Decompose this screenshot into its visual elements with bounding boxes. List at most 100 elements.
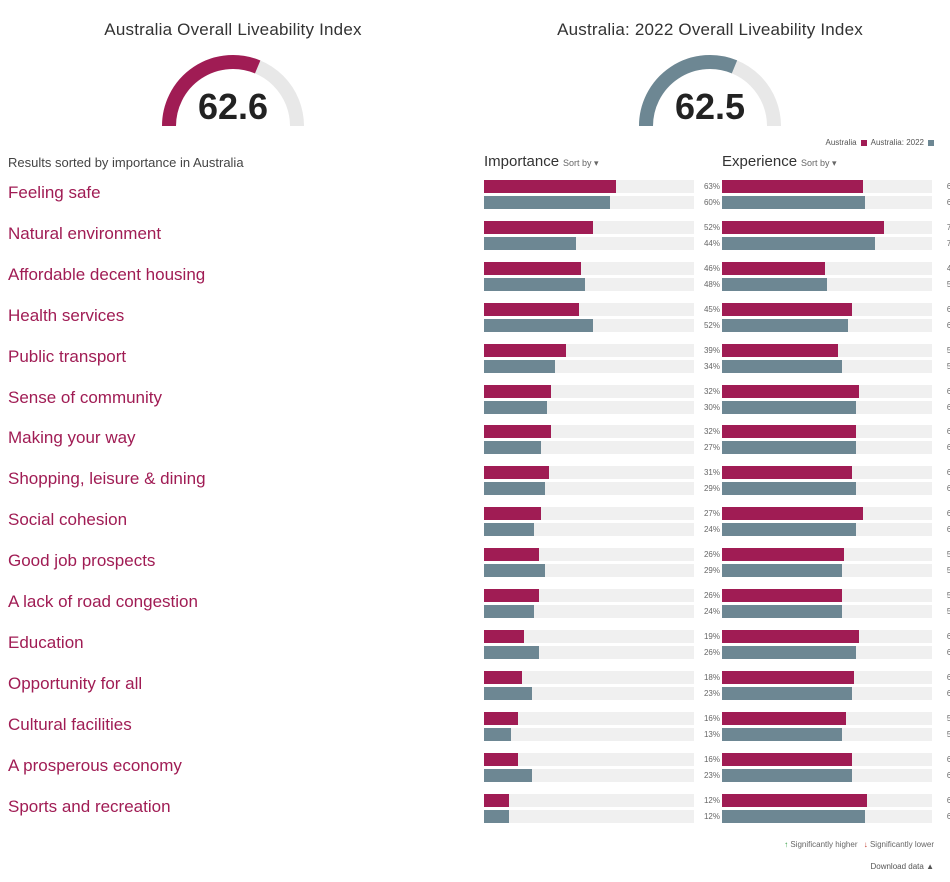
significantly-lower-icon: ↓	[863, 840, 868, 849]
gauge-australia	[162, 55, 304, 127]
importance-bar	[484, 236, 577, 250]
experience-bar	[722, 482, 857, 496]
experience-bar-track	[722, 523, 932, 537]
importance-bar-track	[484, 180, 694, 193]
experience-value-label: 6.7	[946, 182, 950, 191]
experience-value-label: 6.5	[946, 631, 950, 641]
experience-bar	[722, 727, 842, 741]
row-label: Education	[8, 632, 84, 652]
experience-bar	[722, 605, 842, 618]
experience-bar	[722, 302, 853, 316]
importance-bar-track	[484, 727, 694, 741]
legend-swatch-australia	[860, 139, 867, 146]
importance-value-label: 16%	[703, 713, 720, 723]
experience-bar	[722, 768, 853, 782]
experience-bar-track	[722, 507, 932, 521]
row-label: A prosperous economy	[8, 755, 182, 775]
gauge-value-australia: 62.6	[197, 86, 269, 127]
experience-value-label: 6.5	[946, 386, 950, 396]
experience-value-label: 6.4	[946, 484, 950, 494]
importance-bar	[484, 507, 541, 521]
importance-bar-track	[484, 711, 694, 725]
importance-bar-track	[484, 548, 694, 562]
importance-bar	[484, 645, 539, 659]
experience-bar	[722, 752, 853, 766]
experience-bar	[722, 236, 876, 250]
row-label: Sports and recreation	[8, 796, 171, 816]
importance-bar-track	[484, 384, 694, 398]
importance-bar-track	[484, 564, 694, 578]
experience-value-label: 7.7	[946, 222, 950, 232]
importance-value-label: 26%	[703, 550, 720, 560]
importance-bar	[484, 629, 524, 643]
experience-bar-track	[722, 752, 932, 766]
legend-swatch-australia-2022	[928, 139, 934, 146]
importance-bar-track	[484, 441, 694, 455]
experience-value-label: 5.7	[946, 591, 950, 600]
experience-bar-track	[722, 768, 932, 782]
importance-bar-track	[484, 277, 694, 291]
experience-bar-track	[722, 466, 932, 480]
experience-bar-track	[722, 220, 932, 234]
importance-bar	[484, 384, 552, 398]
importance-value-label: 26%	[703, 647, 720, 657]
experience-value-label: 6.4	[946, 647, 950, 657]
importance-bar-track	[484, 670, 694, 684]
importance-value-label: 26%	[703, 591, 720, 600]
experience-bar-track	[722, 589, 932, 602]
importance-value-label: 52%	[703, 222, 720, 232]
experience-bar-track	[722, 261, 932, 275]
importance-value-label: 39%	[703, 345, 720, 355]
experience-bar-track	[722, 605, 932, 618]
importance-value-label: 27%	[703, 443, 720, 453]
importance-bar-track	[484, 236, 694, 250]
significance-legend: ↑ Significantly higher ↓ Significantly l…	[784, 840, 934, 849]
importance-value-label: 63%	[703, 182, 720, 191]
row-label: Opportunity for all	[8, 673, 143, 693]
importance-bar	[484, 605, 535, 618]
importance-bar	[484, 589, 539, 602]
importance-sort-dropdown[interactable]: Sort by ▾	[563, 158, 599, 168]
experience-bar	[722, 261, 825, 275]
importance-value-label: 29%	[703, 484, 720, 494]
experience-value-label: 6.8	[946, 198, 950, 207]
experience-bar-track	[722, 384, 932, 398]
results-sort-note: Results sorted by importance in Australi…	[8, 155, 244, 170]
importance-header: Importance Sort by ▾	[484, 153, 599, 170]
experience-bar	[722, 220, 884, 234]
importance-value-label: 24%	[703, 525, 720, 535]
row-label: A lack of road congestion	[8, 592, 198, 611]
experience-bar	[722, 441, 857, 455]
row-label: Health services	[8, 305, 125, 325]
importance-value-label: 12%	[703, 811, 720, 821]
gauge-title-australia: Australia Overall Liveability Index	[104, 20, 362, 39]
experience-value-label: 5.0	[946, 279, 950, 289]
importance-bar	[484, 400, 547, 414]
legend-label-australia-2022: Australia: 2022	[870, 138, 924, 147]
importance-bar	[484, 548, 539, 562]
importance-bar	[484, 466, 550, 480]
experience-value-label: 5.5	[946, 345, 950, 355]
experience-value-label: 6.2	[946, 770, 950, 780]
experience-bar	[722, 629, 859, 643]
gauge-fill	[162, 55, 261, 127]
experience-value-label: 6.4	[946, 402, 950, 412]
experience-sort-dropdown[interactable]: Sort by ▾	[801, 158, 837, 168]
download-data-link[interactable]: Download data ▲	[870, 862, 934, 871]
legend: Australia Australia: 2022	[826, 138, 934, 147]
importance-bar-track	[484, 752, 694, 766]
importance-bar	[484, 523, 535, 537]
experience-bar	[722, 645, 857, 659]
importance-bar-track	[484, 318, 694, 332]
experience-value-label: 6.4	[946, 427, 950, 437]
importance-bar	[484, 670, 522, 684]
importance-bar-track	[484, 359, 694, 373]
importance-value-label: 52%	[703, 320, 720, 330]
experience-bar-track	[722, 629, 932, 643]
importance-bar-track	[484, 482, 694, 496]
importance-bar-track	[484, 425, 694, 439]
importance-value-label: 29%	[703, 566, 720, 576]
importance-bar-track	[484, 629, 694, 643]
experience-bar-track	[722, 359, 932, 373]
experience-bar	[722, 548, 844, 562]
